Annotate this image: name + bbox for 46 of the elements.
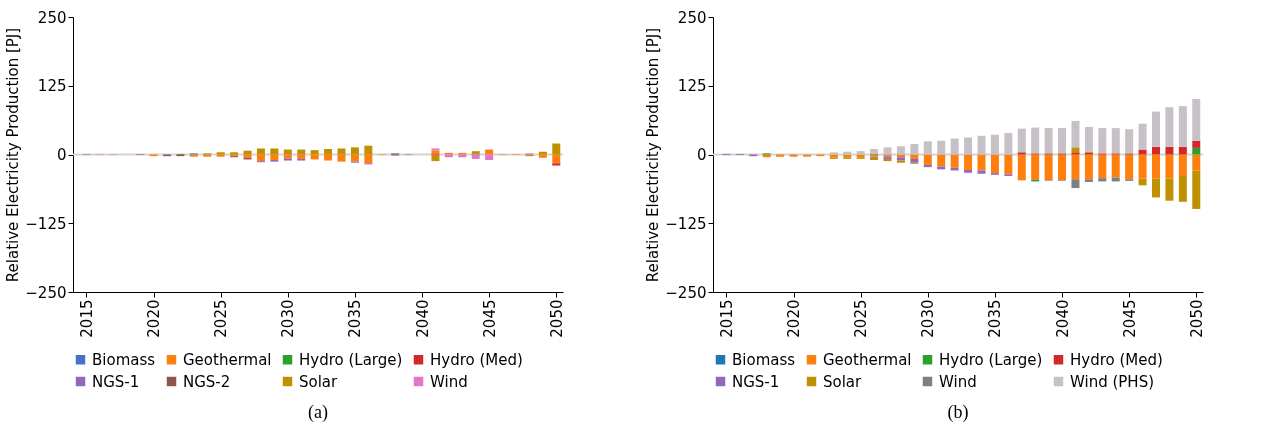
y-tick-label: −125 bbox=[665, 214, 707, 233]
y-tick-label: 250 bbox=[37, 8, 67, 27]
x-tick-label: 2030 bbox=[279, 299, 298, 338]
legend-label: Solar bbox=[823, 372, 863, 391]
legend-label: Geothermal bbox=[183, 350, 272, 369]
x-tick-label: 2025 bbox=[212, 299, 231, 338]
x-tick-label: 2035 bbox=[346, 299, 365, 338]
x-tick-label: 2015 bbox=[717, 299, 736, 338]
legend-label: NGS-2 bbox=[183, 372, 231, 391]
x-tick-label: 2040 bbox=[413, 299, 432, 338]
x-tick-label: 2030 bbox=[919, 299, 938, 338]
legend-label: NGS-1 bbox=[92, 372, 140, 391]
x-tick-label: 2050 bbox=[1187, 299, 1206, 338]
legend-label: Biomass bbox=[92, 350, 156, 369]
x-tick-label: 2015 bbox=[77, 299, 96, 338]
legend-label: Wind (PHS) bbox=[1070, 372, 1155, 391]
y-tick-label: 125 bbox=[677, 77, 707, 96]
x-tick-label: 2020 bbox=[785, 299, 804, 338]
y-axis-title: Relative Electricity Production [PJ] bbox=[644, 27, 663, 283]
y-tick-label: 0 bbox=[56, 146, 67, 164]
legend-label: Solar bbox=[299, 372, 339, 391]
x-tick-label: 2045 bbox=[1120, 299, 1139, 338]
x-tick-label: 2025 bbox=[852, 299, 871, 338]
legend-label: Biomass bbox=[732, 350, 796, 369]
x-tick-label: 2020 bbox=[145, 299, 164, 338]
y-tick-label: 0 bbox=[696, 146, 707, 164]
legend-label: Wind bbox=[939, 372, 977, 391]
x-tick-label: 2045 bbox=[480, 299, 499, 338]
y-tick-label: 125 bbox=[37, 77, 67, 96]
y-axis-title: Relative Electricity Production [PJ] bbox=[4, 27, 23, 283]
y-tick-label: −125 bbox=[25, 214, 67, 233]
x-tick-label: 2040 bbox=[1053, 299, 1072, 338]
y-tick-label: −250 bbox=[665, 283, 707, 302]
legend-label: Hydro (Med) bbox=[430, 350, 523, 369]
x-tick-label: 2050 bbox=[547, 299, 566, 338]
x-tick-label: 2035 bbox=[986, 299, 1005, 338]
text: (a) bbox=[308, 402, 328, 423]
text: (b) bbox=[947, 402, 969, 423]
y-tick-label: −250 bbox=[25, 283, 67, 302]
legend-label: Hydro (Large) bbox=[299, 350, 403, 369]
legend-label: Geothermal bbox=[823, 350, 912, 369]
legend-label: Hydro (Large) bbox=[939, 350, 1043, 369]
y-tick-label: 250 bbox=[677, 8, 707, 27]
legend-label: Hydro (Med) bbox=[1070, 350, 1163, 369]
legend-label: Wind bbox=[430, 372, 468, 391]
legend-label: NGS-1 bbox=[732, 372, 780, 391]
